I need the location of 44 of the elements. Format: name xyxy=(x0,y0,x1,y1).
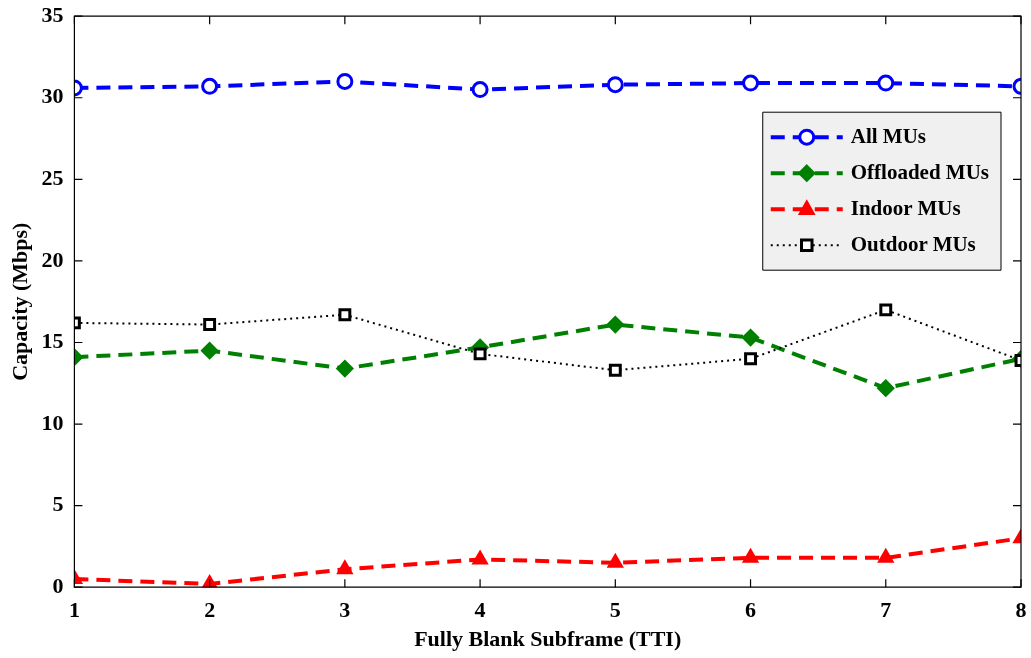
x-tick-label: 8 xyxy=(1015,597,1027,623)
x-tick-label: 1 xyxy=(68,597,80,623)
y-tick-label: 0 xyxy=(52,572,64,598)
point xyxy=(879,303,893,317)
point xyxy=(877,379,895,397)
point xyxy=(878,549,894,563)
y-tick-label: 15 xyxy=(41,328,64,354)
x-tick-label: 3 xyxy=(339,597,351,623)
point xyxy=(606,316,624,334)
legend-label: Indoor MUs xyxy=(850,195,961,220)
point xyxy=(472,550,488,565)
point xyxy=(337,560,353,575)
point xyxy=(201,342,219,360)
x-tick-label: 6 xyxy=(745,597,757,623)
x-tick-label: 4 xyxy=(474,597,486,623)
y-tick-label: 30 xyxy=(41,83,64,109)
y-axis-title: Capacity (Mbps) xyxy=(6,222,32,381)
point xyxy=(336,360,354,378)
x-tick-label: 2 xyxy=(204,597,216,623)
point xyxy=(742,74,760,92)
x-tick-label: 7 xyxy=(880,597,892,623)
point xyxy=(742,329,760,347)
y-tick-label: 20 xyxy=(41,246,64,272)
point xyxy=(336,72,354,90)
x-tick-label: 5 xyxy=(609,597,621,623)
y-tick-label: 5 xyxy=(52,491,64,517)
point xyxy=(203,318,217,331)
point xyxy=(742,549,759,563)
x-axis-title: Fully Blank Subframe (TTI) xyxy=(414,626,682,652)
legend-label: Outdoor MUs xyxy=(850,231,976,256)
point xyxy=(338,308,352,322)
point xyxy=(473,347,487,361)
point xyxy=(877,74,895,92)
y-tick-label: 25 xyxy=(41,165,64,191)
point xyxy=(608,363,622,377)
point xyxy=(606,76,624,94)
legend-label: All MUs xyxy=(850,123,927,148)
y-tick-label: 10 xyxy=(41,409,64,435)
legend-label: Offloaded MUs xyxy=(850,159,990,184)
point xyxy=(744,352,757,366)
point xyxy=(201,77,219,95)
point xyxy=(471,81,489,99)
point xyxy=(607,554,623,568)
y-tick-label: 35 xyxy=(41,1,64,27)
